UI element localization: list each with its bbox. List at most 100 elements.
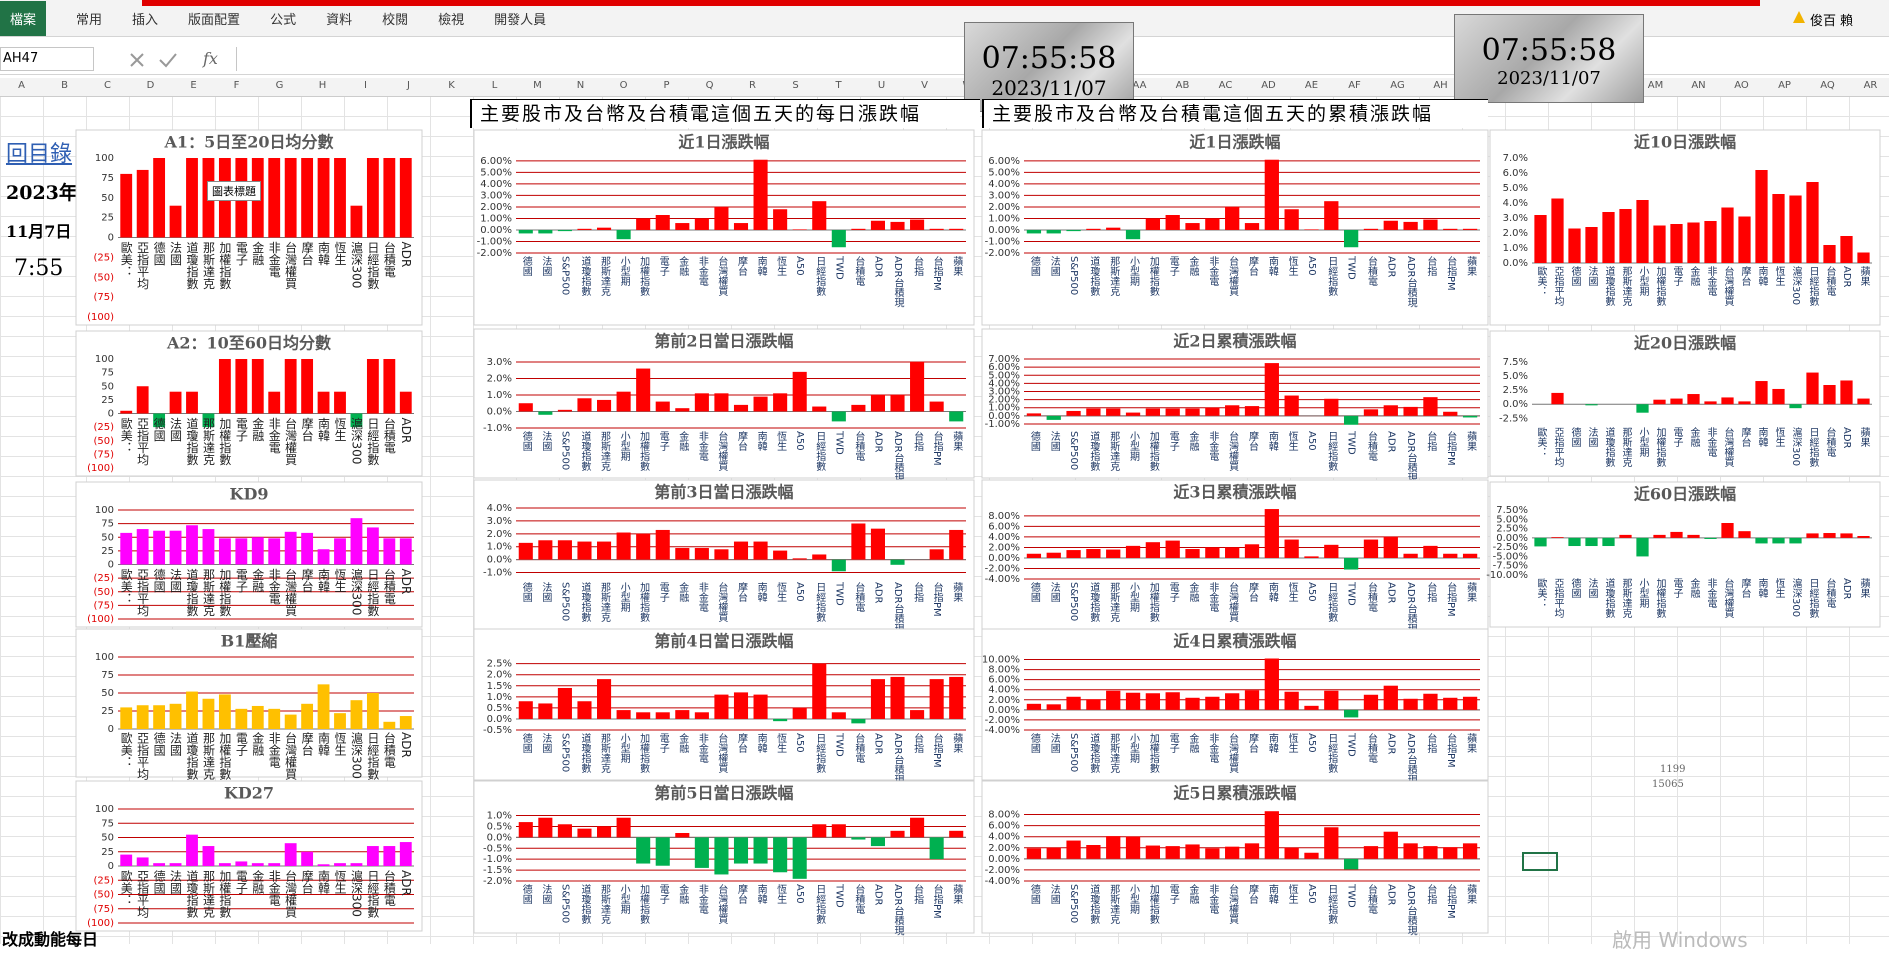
column-header[interactable]: AD (1261, 80, 1276, 91)
bar (1363, 539, 1379, 558)
column-header[interactable]: N (576, 80, 585, 91)
column-header[interactable]: S (792, 80, 799, 91)
column-header[interactable]: T (835, 80, 842, 91)
ribbon-tab[interactable]: 檔案 (0, 0, 47, 36)
column-header[interactable]: AO (1734, 80, 1749, 91)
bar (268, 158, 281, 238)
x-tick-label: 金融 (1688, 577, 1700, 599)
column-header[interactable]: B (61, 80, 68, 91)
bar (1086, 845, 1101, 859)
bar (1225, 405, 1240, 416)
ribbon-tab[interactable]: 版面配置 (188, 12, 241, 28)
ribbon-tab[interactable]: 開發人員 (494, 12, 547, 28)
y-tick-label: 1.00% (480, 213, 512, 224)
bar (334, 158, 346, 238)
column-header[interactable]: C (104, 80, 111, 91)
column-header[interactable]: V (921, 80, 928, 91)
bar (1125, 412, 1141, 416)
ribbon-tab[interactable]: 插入 (132, 12, 159, 28)
name-box[interactable]: AH47 (0, 47, 94, 71)
column-header[interactable]: O (619, 80, 628, 91)
x-tick-label: TWD (1346, 883, 1357, 908)
x-tick-label: 那斯達克 (599, 431, 611, 472)
column-header[interactable]: U (877, 80, 886, 91)
bar (753, 837, 768, 864)
column-header[interactable]: Q (705, 80, 714, 91)
fx-button[interactable]: fx (203, 49, 218, 68)
x-tick-label: 蘋果 (1858, 266, 1870, 287)
column-header[interactable]: G (275, 80, 284, 91)
user-name[interactable]: 俊百 賴 (1810, 14, 1854, 29)
ribbon-tab[interactable]: 常用 (76, 12, 103, 28)
ribbon-tab[interactable]: 公式 (270, 12, 297, 28)
column-header[interactable]: H (318, 80, 327, 91)
bar (1165, 215, 1180, 230)
selected-cell[interactable] (1522, 852, 1558, 871)
bar (1738, 401, 1751, 405)
column-header[interactable]: AQ (1820, 80, 1835, 91)
x-tick-label: 台灣權買 (1722, 426, 1734, 468)
column-header[interactable]: AH (1433, 80, 1448, 91)
x-tick-label: A50 (794, 431, 805, 451)
column-header[interactable]: D (146, 80, 155, 91)
column-header[interactable]: I (364, 80, 367, 91)
column-header[interactable]: AG (1390, 80, 1405, 91)
ribbon-tab[interactable]: 檢視 (438, 12, 465, 28)
y-tick-label: 0.00% (988, 553, 1020, 564)
column-header[interactable]: R (749, 80, 756, 91)
x-tick-label: 台灣權買 (716, 581, 728, 623)
column-header[interactable]: AM (1647, 80, 1664, 91)
column-header[interactable]: AE (1304, 80, 1319, 91)
y-tick-label: (75) (93, 904, 114, 915)
x-tick-label: 亞指平均 (136, 569, 150, 618)
y-tick-label: 7.50% (1496, 505, 1528, 516)
bar (1443, 697, 1458, 710)
column-header[interactable]: M (533, 80, 542, 91)
chart-title: KD27 (224, 784, 274, 803)
x-tick-label: ADR台積現 (892, 582, 904, 634)
column-header[interactable]: AB (1175, 80, 1190, 91)
column-header[interactable]: AP (1778, 80, 1791, 91)
x-tick-label: 台積電 (853, 255, 865, 286)
bar (1324, 690, 1339, 710)
column-header[interactable]: K (448, 80, 455, 91)
column-header[interactable]: AN (1691, 80, 1706, 91)
bar (218, 863, 231, 866)
x-tick-label: 法國 (169, 568, 183, 592)
bar (890, 559, 905, 565)
formula-input[interactable] (236, 47, 1887, 71)
column-header[interactable]: L (491, 80, 498, 91)
ribbon-tab[interactable]: 資料 (326, 12, 353, 28)
ribbon-tab[interactable]: 校閱 (382, 12, 409, 28)
y-tick-label: -2.00% (985, 248, 1020, 259)
bar (538, 703, 553, 719)
column-header[interactable]: AC (1218, 80, 1233, 91)
column-header[interactable]: J (407, 80, 410, 91)
column-header[interactable]: P (663, 80, 670, 91)
bar (1046, 229, 1061, 234)
column-header[interactable]: AR (1863, 80, 1878, 91)
year-cell: 2023年 (6, 182, 78, 204)
bar (186, 691, 198, 729)
bar (136, 169, 149, 238)
bar (1383, 220, 1398, 230)
bar (597, 227, 612, 230)
bar (1704, 401, 1717, 405)
column-header[interactable]: AF (1348, 80, 1361, 91)
x-tick-label: 電子 (1167, 582, 1179, 602)
y-tick-label: 50 (101, 193, 114, 204)
x-tick-label: 台指PM (931, 430, 943, 466)
column-header[interactable]: A (18, 80, 25, 91)
back-link[interactable]: 回目錄 (6, 142, 73, 167)
column-header[interactable]: E (190, 80, 197, 91)
column-header[interactable]: F (233, 80, 240, 91)
x-tick-label: TWD (1346, 581, 1357, 606)
column-header[interactable]: AA (1132, 80, 1147, 91)
x-tick-label: 金融 (1187, 581, 1199, 603)
y-tick-label: 7.5% (1503, 357, 1528, 368)
x-tick-label: 摩台 (1247, 255, 1259, 277)
bar (910, 219, 925, 230)
chart-title: 第前3日當日漲跌幅 (654, 483, 793, 502)
bar (1840, 533, 1853, 538)
x-tick-label: 南韓 (755, 581, 767, 603)
